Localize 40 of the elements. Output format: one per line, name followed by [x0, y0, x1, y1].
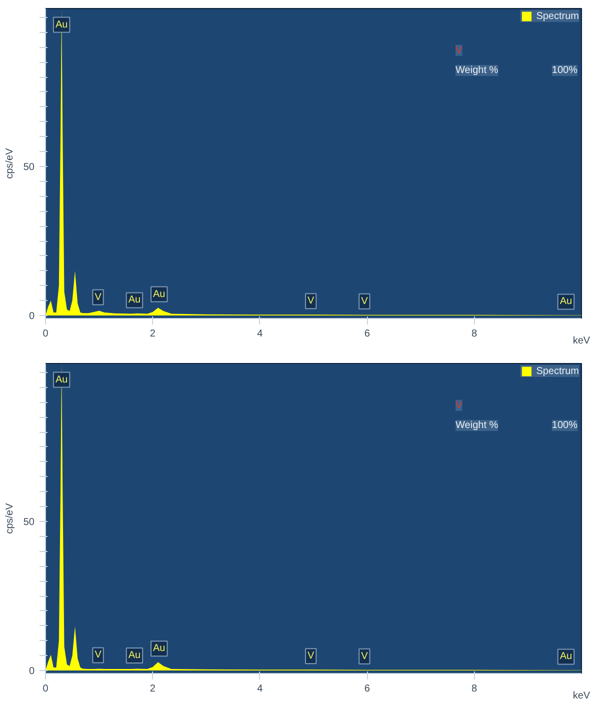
- x-tick-label: 6: [364, 684, 370, 694]
- annotation: V: [361, 650, 368, 662]
- y-axis-title: cps/eV: [4, 502, 16, 534]
- annotation: Au: [55, 374, 68, 386]
- annotation: Au: [560, 651, 572, 662]
- annotation: 100%: [552, 420, 578, 431]
- y-tick-label: 50: [23, 516, 35, 528]
- y-axis-title: cps/eV: [4, 148, 16, 179]
- annotation: V: [307, 650, 314, 662]
- annotation: V: [307, 296, 314, 307]
- annotation: V: [361, 296, 368, 307]
- x-axis-title: keV: [572, 690, 590, 702]
- annotation: Au: [560, 296, 572, 308]
- legend-label: Spectrum: [536, 10, 579, 22]
- annotation: V: [94, 650, 102, 661]
- x-tick-label: 6: [364, 328, 370, 340]
- annotation: Au: [128, 650, 141, 662]
- x-tick-label: 0: [42, 328, 49, 340]
- annotation: 100%: [552, 65, 578, 76]
- x-tick-label: 8: [472, 684, 478, 694]
- annotation: Au: [153, 288, 166, 300]
- annotation: Au: [128, 294, 141, 306]
- annotation: Weight %: [456, 420, 498, 431]
- y-tick-label: 0: [28, 666, 35, 678]
- x-tick-label: 2: [150, 684, 156, 694]
- x-axis-title: keV: [572, 336, 590, 346]
- annotation: V: [456, 44, 463, 56]
- y-tick-label: 0: [28, 311, 35, 322]
- x-tick-label: 0: [42, 684, 49, 694]
- y-tick-label: 50: [23, 162, 35, 173]
- annotation: Weight %: [456, 65, 498, 76]
- annotation: V: [94, 292, 102, 303]
- x-tick-label: 2: [150, 328, 156, 340]
- x-tick-label: 8: [472, 328, 478, 340]
- annotation: Au: [55, 19, 68, 30]
- x-tick-label: 4: [257, 328, 264, 340]
- x-tick-label: 4: [257, 684, 264, 694]
- annotation: Au: [153, 643, 166, 654]
- annotation: V: [456, 400, 463, 411]
- legend-label: Spectrum: [536, 366, 579, 376]
